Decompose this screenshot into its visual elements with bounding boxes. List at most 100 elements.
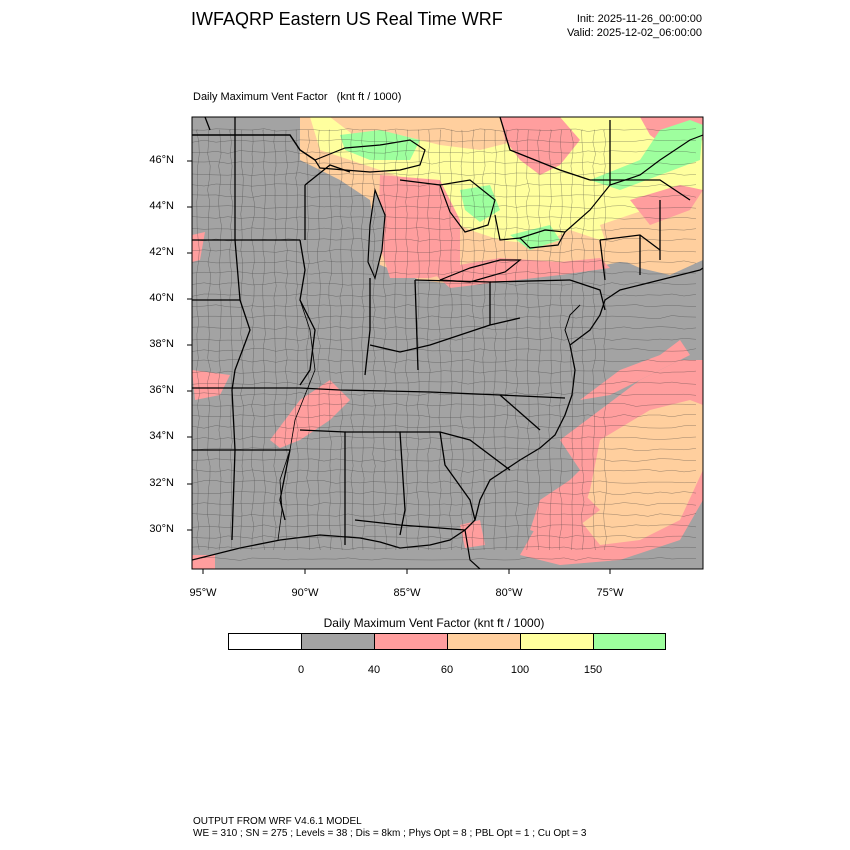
lat-label-44n: 44°N: [149, 200, 174, 212]
county-line-h: [192, 403, 697, 407]
field-title: Daily Maximum Vent Factor (knt ft / 1000…: [193, 91, 402, 103]
county-line-h: [192, 194, 697, 198]
colorbar-label-40: 40: [367, 664, 381, 676]
county-line-h: [192, 172, 697, 176]
lat-label-46n: 46°N: [149, 154, 174, 166]
county-line-h: [192, 359, 697, 363]
mississippi-river: [277, 299, 316, 541]
county-line-v: [438, 129, 442, 551]
map-plot: [187, 116, 704, 574]
county-line-h: [192, 370, 697, 374]
county-line-v: [493, 129, 497, 551]
field-green-ontario-lake: [510, 225, 560, 250]
county-line-v: [328, 129, 332, 551]
county-line-h: [192, 227, 697, 231]
lat-label-32n: 32°N: [149, 477, 174, 489]
lon-label-75w: 75°W: [596, 587, 624, 599]
chesapeake-outline: [564, 304, 581, 346]
county-line-h: [192, 260, 697, 264]
county-line-v: [229, 129, 233, 551]
field-pink-ozark: [192, 370, 230, 400]
county-line-v: [207, 129, 211, 551]
county-line-v: [548, 129, 552, 551]
lat-label-30n: 30°N: [149, 523, 174, 535]
county-line-h: [192, 502, 697, 506]
county-line-v: [405, 129, 409, 551]
axis-ticks: [187, 160, 611, 574]
county-line-h: [192, 557, 697, 561]
state-boundaries: [192, 117, 691, 545]
county-line-h: [192, 480, 697, 484]
county-line-v: [581, 129, 585, 551]
lon-label-90w: 90°W: [291, 587, 319, 599]
county-line-h: [192, 326, 697, 330]
county-line-v: [383, 129, 387, 551]
county-line-v: [251, 129, 255, 551]
lat-label-38n: 38°N: [149, 338, 174, 350]
field-green-huron: [460, 185, 500, 222]
county-line-v: [284, 129, 288, 551]
county-line-v: [449, 129, 453, 551]
county-line-h: [192, 249, 697, 253]
lat-label-34n: 34°N: [149, 430, 174, 442]
county-line-h: [192, 458, 696, 462]
footer-model-line: OUTPUT FROM WRF V4.6.1 MODEL: [193, 816, 362, 827]
county-line-h: [192, 315, 697, 319]
field-green-quebec: [590, 120, 703, 190]
county-line-h: [192, 271, 697, 275]
county-line-v: [482, 129, 486, 551]
lat-label-36n: 36°N: [149, 384, 174, 396]
lat-label-40n: 40°N: [149, 292, 174, 304]
colorbar-bin-orange: [447, 633, 521, 650]
county-line-v: [317, 129, 321, 551]
county-line-h: [192, 491, 697, 495]
lake-ontario-outline: [518, 229, 566, 249]
county-line-v: [306, 129, 310, 551]
lat-label-42n: 42°N: [149, 246, 174, 258]
county-line-v: [559, 129, 563, 550]
field-pink-michigan: [378, 175, 460, 278]
county-line-h: [192, 293, 697, 297]
county-line-v: [240, 129, 244, 551]
colorbar-label-150: 150: [583, 664, 603, 676]
county-line-v: [471, 129, 475, 551]
county-line-v: [262, 129, 266, 551]
colorbar-bin-pink: [374, 633, 448, 650]
county-line-v: [504, 129, 508, 551]
field-pink-gulfstream: [580, 340, 690, 400]
colorbar-label-60: 60: [440, 664, 454, 676]
county-line-h: [192, 304, 697, 308]
colorbar-bin-yellow: [520, 633, 594, 650]
county-line-h: [192, 425, 697, 429]
colorbar-label-100: 100: [510, 664, 530, 676]
lon-label-80w: 80°W: [495, 587, 523, 599]
county-line-v: [372, 129, 376, 551]
field-pink-tennessee: [270, 380, 350, 448]
county-line-h: [192, 414, 697, 418]
county-line-v: [196, 129, 200, 551]
county-line-v: [537, 129, 541, 551]
county-line-h: [192, 216, 697, 220]
canada-border: [192, 134, 316, 161]
county-line-h: [192, 381, 697, 385]
county-line-v: [218, 129, 222, 551]
county-line-h: [192, 348, 697, 352]
county-line-v: [592, 129, 596, 551]
county-line-v: [361, 129, 365, 551]
county-line-v: [273, 129, 277, 551]
colorbar-bin-white: [228, 633, 302, 650]
colorbar-label-0: 0: [297, 664, 305, 676]
county-line-h: [192, 447, 697, 451]
county-line-h: [192, 205, 697, 209]
county-line-h: [192, 436, 697, 440]
footer-config-line: WE = 310 ; SN = 275 ; Levels = 38 ; Dis …: [193, 828, 587, 839]
county-line-v: [427, 129, 431, 551]
page-title: IWFAQRP Eastern US Real Time WRF: [191, 9, 503, 29]
county-line-v: [570, 129, 574, 551]
county-line-v: [295, 129, 299, 551]
colorbar-bin-gray: [301, 633, 375, 650]
field-pink-carolina: [530, 480, 600, 540]
map-frame: [191, 116, 704, 570]
valid-time: Valid: 2025-12-02_06:00:00: [567, 27, 702, 39]
county-line-h: [192, 513, 697, 517]
